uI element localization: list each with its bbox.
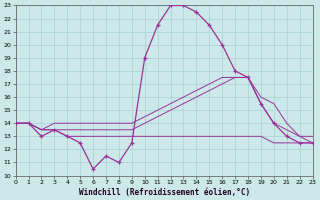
X-axis label: Windchill (Refroidissement éolien,°C): Windchill (Refroidissement éolien,°C)	[78, 188, 250, 197]
